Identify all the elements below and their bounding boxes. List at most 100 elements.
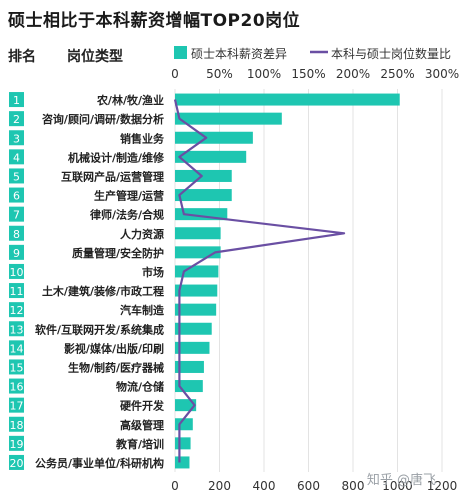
category-label: 互联网产品/运营管理 <box>61 169 164 183</box>
category-label: 生物/制药/医疗器械 <box>68 360 164 374</box>
rank-box <box>9 397 24 413</box>
rank-number: 5 <box>13 170 20 183</box>
rank-number: 8 <box>13 228 20 241</box>
category-label: 人力资源 <box>120 227 164 241</box>
rank-number: 9 <box>13 247 20 260</box>
category-label: 高级管理 <box>120 418 164 432</box>
top-tick-label: 0 <box>171 67 179 81</box>
salary-diff-bar <box>175 360 204 373</box>
job-type-header: 岗位类型 <box>67 49 123 65</box>
rank-box <box>9 321 24 337</box>
rank-box <box>9 149 24 165</box>
salary-diff-bar <box>175 341 210 354</box>
rank-number: 16 <box>10 381 24 394</box>
rank-number: 11 <box>10 285 24 298</box>
category-label: 律师/法务/合规 <box>89 208 164 222</box>
category-label: 机械设计/制造/维修 <box>68 150 165 164</box>
rank-number: 4 <box>13 151 20 164</box>
salary-diff-bar <box>175 437 191 450</box>
category-label: 农/林/牧/渔业 <box>96 93 164 107</box>
rank-box <box>9 92 24 108</box>
category-label: 公务员/事业单位/科研机构 <box>35 456 164 470</box>
rank-box <box>9 302 24 318</box>
rank-box <box>9 244 24 260</box>
bottom-tick-label: 600 <box>297 479 320 493</box>
legend-line-label: 本科与硕士岗位数量比 <box>331 46 451 61</box>
rank-number: 1 <box>13 94 20 107</box>
category-label: 生产管理/运营 <box>94 189 164 203</box>
category-label: 市场 <box>142 265 164 279</box>
top-tick-label: 150% <box>291 67 325 81</box>
salary-diff-bar <box>175 169 232 182</box>
rank-box <box>9 359 24 375</box>
rank-box <box>9 263 24 279</box>
rank-box <box>9 378 24 394</box>
category-label: 汽车制造 <box>120 303 165 317</box>
salary-diff-bar <box>175 93 400 106</box>
top-tick-label: 250% <box>380 67 414 81</box>
bottom-axis: 0 200 400 600 800 1000 1200 <box>171 479 457 493</box>
rank-number: 15 <box>10 361 24 374</box>
top-tick-label: 100% <box>247 67 281 81</box>
gridlines <box>174 89 443 472</box>
top-axis: 0 50% 100% 150% 200% 250% 300% <box>171 67 459 81</box>
rank-number: 18 <box>10 419 24 432</box>
rank-box <box>9 416 24 432</box>
bottom-tick-label: 800 <box>342 479 365 493</box>
salary-diff-bar <box>175 399 197 412</box>
rank-number: 2 <box>13 113 20 126</box>
rank-box <box>9 187 24 203</box>
rank-box <box>9 168 24 184</box>
rank-number: 12 <box>10 304 24 317</box>
salary-diff-bar <box>175 227 221 240</box>
rank-number: 3 <box>13 132 20 145</box>
salary-diff-bar <box>175 131 253 144</box>
rank-box <box>9 111 24 127</box>
rank-box <box>9 283 24 299</box>
rank-number: 17 <box>10 400 24 413</box>
category-label: 软件/互联网开发/系统集成 <box>35 322 164 336</box>
bottom-tick-label: 1200 <box>427 479 458 493</box>
salary-diff-bar <box>175 284 218 297</box>
category-label: 教育/培训 <box>115 437 164 451</box>
rank-box <box>9 225 24 241</box>
rank-number: 10 <box>10 266 24 279</box>
rank-number: 14 <box>10 342 24 355</box>
category-label: 咨询/顾问/调研/数据分析 <box>42 112 164 126</box>
rank-box <box>9 454 24 470</box>
salary-diff-bar <box>175 265 219 278</box>
bottom-tick-label: 0 <box>171 479 179 493</box>
legend-bar-swatch <box>174 46 187 59</box>
ratio-line <box>173 99 346 463</box>
rank-header: 排名 <box>8 49 36 65</box>
rank-box <box>9 130 24 146</box>
chart-title: 硕士相比于本科薪资增幅TOP20岗位 <box>8 11 301 31</box>
rank-number: 20 <box>10 457 24 470</box>
top-tick-label: 200% <box>336 67 370 81</box>
bottom-tick-label: 1000 <box>382 479 413 493</box>
category-label: 销售业务 <box>120 131 165 145</box>
rank-box <box>9 206 24 222</box>
salary-diff-bar <box>175 456 190 469</box>
top-tick-label: 50% <box>206 67 233 81</box>
rank-number: 13 <box>10 323 24 336</box>
rank-number: 7 <box>13 209 20 222</box>
salary-diff-bar <box>175 189 232 202</box>
salary-diff-bar <box>175 322 212 335</box>
salary-diff-bar <box>175 112 282 125</box>
salary-diff-bar <box>175 150 247 163</box>
category-label: 质量管理/安全防护 <box>72 246 164 260</box>
rank-number: 6 <box>13 190 20 203</box>
salary-diff-bar <box>175 303 217 316</box>
bottom-tick-label: 400 <box>253 479 276 493</box>
watermark: 知乎 @唐飞 <box>366 473 436 488</box>
rows-group: 1 农/林/牧/渔业 2 咨询/顾问/调研/数据分析 3 销售业务 4 机械设计/制造/维修 5… <box>9 92 165 470</box>
rank-number: 19 <box>10 438 24 451</box>
top-tick-label: 300% <box>425 67 459 81</box>
rank-box <box>9 340 24 356</box>
bars-group <box>175 93 400 469</box>
category-label: 影视/媒体/出版/印刷 <box>64 341 164 355</box>
category-label: 物流/仓储 <box>116 380 164 394</box>
rank-box <box>9 435 24 451</box>
